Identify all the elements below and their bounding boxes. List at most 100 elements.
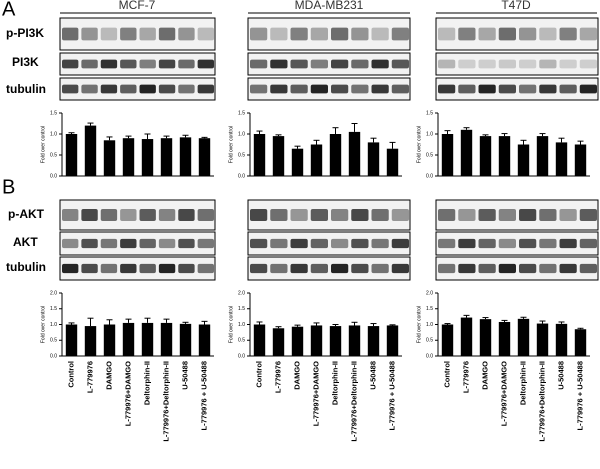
blot-band <box>290 238 308 249</box>
blot-band <box>178 263 195 274</box>
bar <box>310 144 323 176</box>
blot-band <box>197 84 214 94</box>
bar <box>198 138 211 176</box>
y-tick-label: 0.0 <box>50 173 57 179</box>
x-tick-label: U-50488 <box>368 361 377 390</box>
blot-band <box>559 238 577 249</box>
blot-band <box>559 59 577 69</box>
blot-band <box>250 27 268 41</box>
blot-band <box>197 27 214 41</box>
blot-band <box>498 27 516 41</box>
blot-band <box>178 238 195 249</box>
blot-band <box>310 59 328 69</box>
blot-band <box>498 59 516 69</box>
blot-band <box>100 84 118 94</box>
x-tick-label: Deltorphin-II <box>518 361 527 405</box>
blot-image <box>247 77 411 101</box>
y-tick-label: 2.0 <box>50 290 57 296</box>
blot-band <box>579 27 597 41</box>
blot-band <box>559 209 577 221</box>
blot-band <box>197 59 214 69</box>
blot-image <box>59 77 216 101</box>
blot-band <box>351 59 369 69</box>
bar <box>291 326 304 356</box>
y-axis-label: Fold over control <box>416 126 422 163</box>
blot-band <box>458 27 476 41</box>
cell-line: MCF-7 <box>119 0 156 12</box>
bar <box>536 136 549 176</box>
bar <box>160 138 173 176</box>
blot-band <box>290 84 308 94</box>
bar <box>498 321 511 356</box>
blot-band <box>310 84 328 94</box>
blot-band <box>310 209 328 221</box>
y-tick-label: 1.0 <box>50 131 57 137</box>
bar <box>141 139 154 176</box>
blot-image <box>247 52 411 76</box>
blot-band <box>250 59 268 69</box>
cell-line: T47D <box>501 0 531 12</box>
blot-band <box>331 27 349 41</box>
blot-band <box>478 59 496 69</box>
blot-band <box>458 84 476 94</box>
blot-label: p-AKT <box>8 207 45 221</box>
y-tick-label: 0.5 <box>238 338 245 344</box>
blot-band <box>158 59 176 69</box>
x-tick-label: L-779976+DAMGO <box>499 361 508 426</box>
blot-band <box>139 263 156 274</box>
x-tick-label: Deltorphin-II <box>142 361 151 405</box>
blot-band <box>458 238 476 249</box>
blot-band <box>158 84 176 94</box>
y-tick-label: 1.0 <box>50 322 57 328</box>
blot-band <box>438 238 456 249</box>
blot-band <box>458 59 476 69</box>
blot-band <box>351 238 369 249</box>
blot-band <box>539 263 557 274</box>
blot-image <box>435 52 599 76</box>
blot-label: p-PI3K <box>6 26 44 40</box>
blot-band <box>498 209 516 221</box>
y-tick-label: 0.5 <box>50 152 57 158</box>
blot-band <box>478 238 496 249</box>
blot-band <box>62 27 79 41</box>
y-tick-label: 2.0 <box>426 290 433 296</box>
blot-band <box>270 238 288 249</box>
blot-band <box>438 84 456 94</box>
blot-band <box>120 59 137 69</box>
x-tick-label: L-779976 + U-50488 <box>199 361 208 430</box>
y-tick-label: 1.0 <box>238 131 245 137</box>
blot-band <box>539 238 557 249</box>
blot-band <box>579 59 597 69</box>
blot-band <box>478 84 496 94</box>
bar <box>329 134 342 176</box>
x-tick-label: DAMGO <box>292 361 301 390</box>
blot-label: tubulin <box>6 260 46 274</box>
y-tick-label: 0.0 <box>50 353 57 359</box>
blot-band <box>62 59 79 69</box>
bar <box>498 136 511 176</box>
bar <box>65 324 78 356</box>
blot-band <box>81 84 98 94</box>
blot-band <box>498 84 516 94</box>
blot-band <box>250 263 268 274</box>
x-tick-label: L-779976+Deltorphin-II <box>161 361 170 442</box>
blot-band <box>270 84 288 94</box>
bar <box>517 318 530 356</box>
blot-band <box>178 59 195 69</box>
x-tick-label: U-50488 <box>556 361 565 390</box>
bar <box>160 322 173 356</box>
panel-label: B <box>2 176 15 198</box>
blot-band <box>270 209 288 221</box>
blot-band <box>438 27 456 41</box>
y-tick-label: 1.0 <box>426 131 433 137</box>
x-tick-label: L-779976 + U-50488 <box>575 361 584 430</box>
blot-band <box>197 209 214 221</box>
y-tick-label: 1.5 <box>426 110 433 116</box>
blot-band <box>331 263 349 274</box>
bar <box>253 134 266 176</box>
blot-band <box>62 238 79 249</box>
blot-band <box>559 27 577 41</box>
blot-band <box>371 84 389 94</box>
y-tick-label: 1.5 <box>238 306 245 312</box>
bar <box>65 134 78 176</box>
